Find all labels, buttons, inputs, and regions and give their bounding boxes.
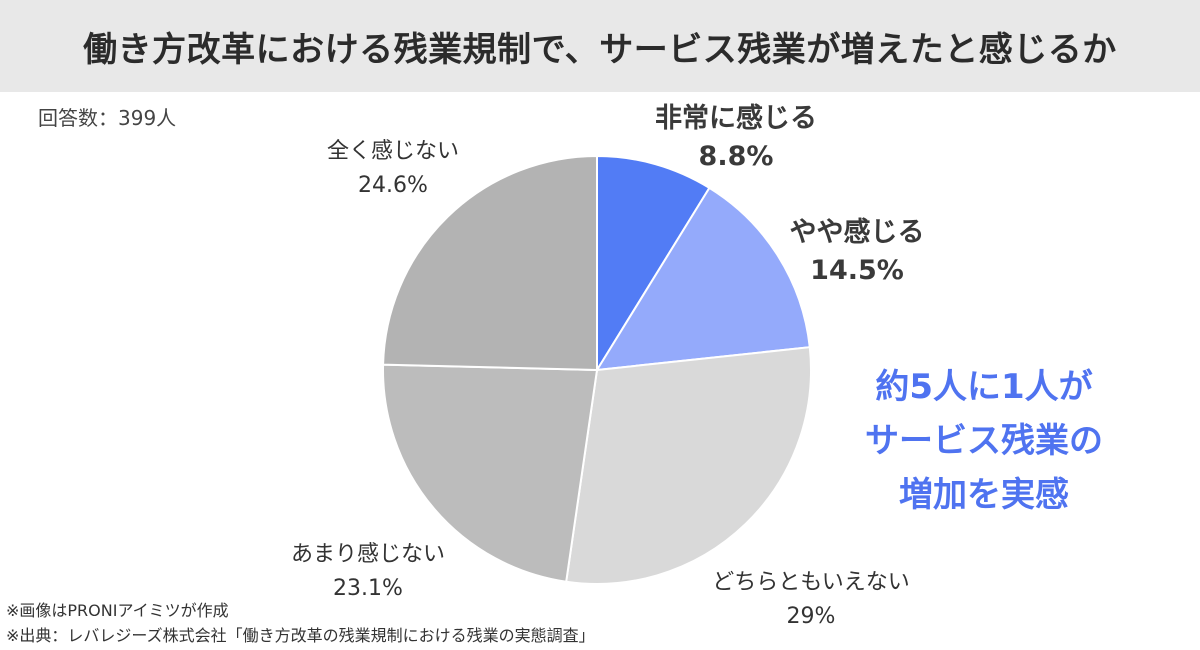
pie-label-neutral: どちらともいえない 29% [712,566,910,634]
pie-label-not-much: あまり感じない 23.1% [291,538,445,606]
pie-label-not-much-percent: 23.1% [333,576,403,601]
pie-label-somewhat-category: やや感じる [789,217,925,248]
image-credit-note: ※画像はPRONIアイミツが作成 [6,601,229,620]
pie-label-not-at-all: 全く感じない 24.6% [327,135,459,203]
pie-slice-somewhat [595,186,811,372]
footnotes: ※画像はPRONIアイミツが作成 ※出典：レバレジーズ株式会社「働き方改革の残業… [6,598,595,648]
pie-slice-not-at-all [382,154,598,372]
pie-slice-not-much [382,363,599,583]
pie-label-not-at-all-percent: 24.6% [358,173,428,198]
callout-text: 約5人に1人が サービス残業の 増加を実感 [865,360,1103,522]
source-note: ※出典：レバレジーズ株式会社「働き方改革の残業規制における残業の実態調査」 [6,626,595,645]
pie-slice-very-much [596,154,711,374]
callout-line-2: サービス残業の [865,421,1103,461]
pie-label-not-much-category: あまり感じない [290,542,446,567]
pie-label-somewhat: やや感じる 14.5% [790,214,925,290]
pie-label-somewhat-percent: 14.5% [810,255,904,286]
pie-slice-neutral [565,346,812,585]
pie-label-neutral-percent: 29% [786,604,836,629]
pie-label-not-at-all-category: 全く感じない [326,139,460,164]
chart-title: 働き方改革における残業規制で、サービス残業が増えたと感じるか [83,29,1117,70]
pie-label-very-much: 非常に感じる 8.8% [655,100,817,176]
callout-line-3: 増加を実感 [899,475,1069,515]
pie-label-very-much-percent: 8.8% [698,141,774,172]
pie-label-neutral-category: どちらともいえない [712,570,910,595]
title-bar: 働き方改革における残業規制で、サービス残業が増えたと感じるか [0,0,1200,92]
callout-line-1: 約5人に1人が [875,367,1093,407]
respondent-count: 回答数：399人 [38,106,177,130]
pie-label-very-much-category: 非常に感じる [655,103,817,134]
